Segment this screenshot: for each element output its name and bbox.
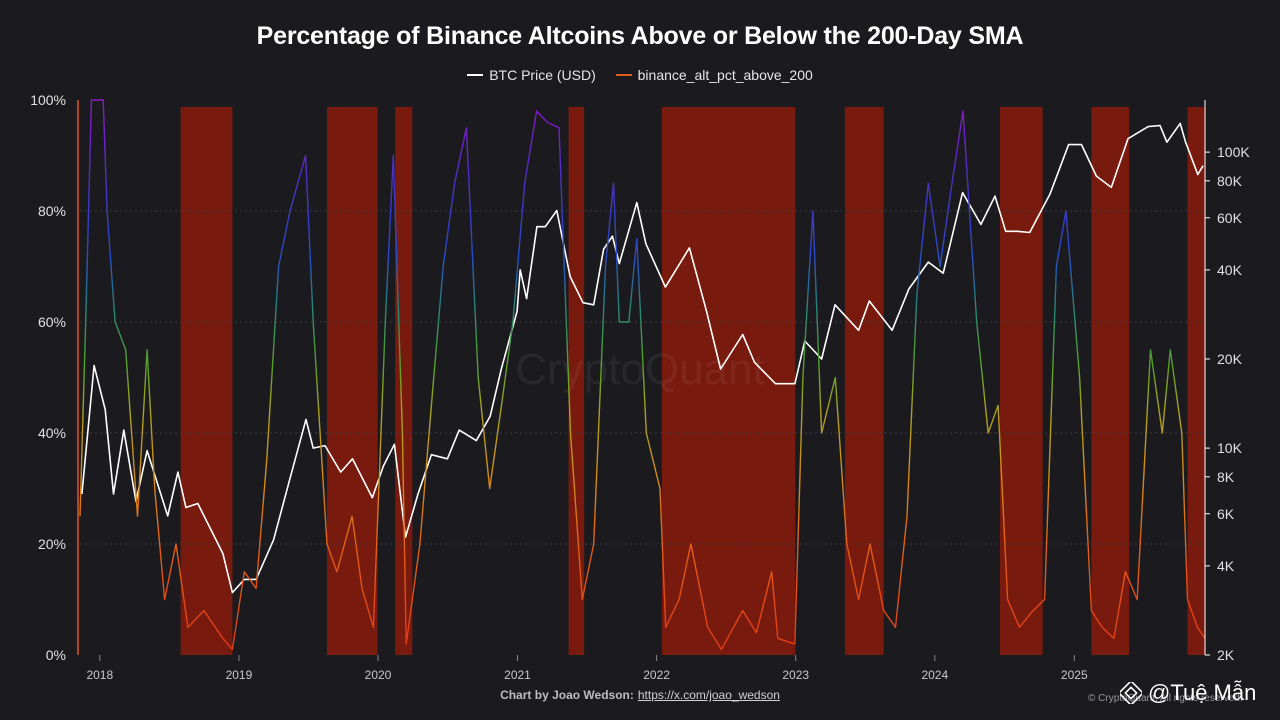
y-right-tick-label-8: 80K [1217, 173, 1243, 189]
legend-label-alt-pct: binance_alt_pct_above_200 [637, 67, 813, 83]
y-right-tick-label-0: 2K [1217, 647, 1235, 663]
y-left-tick-label-3: 60% [38, 314, 66, 330]
chart-credit: Chart by Joao Wedson: https://x.com/joao_… [0, 688, 1280, 702]
y-right-tick-label-4: 10K [1217, 440, 1243, 456]
y-right-tick-label-9: 100K [1217, 144, 1250, 160]
copyright-text: © CryptoQuant. All rights reserved. [1088, 693, 1243, 704]
chart-legend: BTC Price (USD) binance_alt_pct_above_20… [0, 63, 1280, 83]
y-left-tick-label-0: 0% [46, 647, 66, 663]
shade-layer [180, 107, 1205, 655]
x-tick-label-2021: 2021 [504, 668, 531, 682]
y-left-tick-label-4: 80% [38, 203, 66, 219]
y-right-tick-label-7: 60K [1217, 210, 1243, 226]
binance-logo-icon [1120, 682, 1142, 704]
shaded-period-1 [326, 107, 378, 655]
y-right-tick-label-1: 4K [1217, 558, 1235, 574]
x-tick-label-2024: 2024 [921, 668, 948, 682]
brand-label: @Tuệ Mẫn [1148, 680, 1257, 705]
legend-item-btc[interactable]: BTC Price (USD) [467, 67, 596, 83]
shaded-period-3 [568, 107, 585, 655]
x-tick-label-2020: 2020 [365, 668, 392, 682]
watermark: CryptoQuant [515, 345, 764, 394]
legend-swatch-btc [467, 74, 484, 76]
x-tick-label-2025: 2025 [1061, 668, 1088, 682]
x-tick-label-2019: 2019 [226, 668, 253, 682]
axis-layer: 2018 2019 2020 2021 2022 2023 2024 2025 0% 20% 40%… [30, 92, 1250, 682]
y-right-tick-label-2: 6K [1217, 506, 1235, 522]
chart-title: Percentage of Binance Altcoins Above or … [256, 22, 1024, 50]
y-right-tick-label-5: 20K [1217, 351, 1243, 367]
y-right-tick-label-6: 40K [1217, 262, 1243, 278]
y-left-tick-label-1: 20% [38, 536, 66, 552]
legend-swatch-alt-pct [615, 74, 632, 76]
legend-label-btc: BTC Price (USD) [489, 67, 596, 83]
series-line-btc-price [81, 122, 1204, 594]
y-left-tick-label-2: 40% [38, 425, 66, 441]
brand-watermark: @Tuệ Mẫn [1120, 680, 1256, 706]
x-tick-label-2022: 2022 [643, 668, 670, 682]
credit-label: Chart by Joao Wedson: [500, 688, 634, 702]
shaded-period-7 [1091, 107, 1130, 655]
shaded-period-0 [180, 107, 233, 655]
shaded-period-2 [395, 107, 413, 655]
legend-item-alt-pct[interactable]: binance_alt_pct_above_200 [615, 67, 813, 83]
shaded-period-6 [999, 107, 1043, 655]
series-layer [79, 99, 1206, 651]
x-tick-label-2018: 2018 [86, 668, 113, 682]
y-right-tick-label-3: 8K [1217, 469, 1235, 485]
y-left-tick-label-5: 100% [30, 92, 66, 108]
series-line-alt-pct [79, 99, 1206, 651]
x-tick-label-2023: 2023 [782, 668, 809, 682]
shaded-period-8 [1187, 107, 1205, 655]
credit-link[interactable]: https://x.com/joao_wedson [637, 688, 780, 702]
